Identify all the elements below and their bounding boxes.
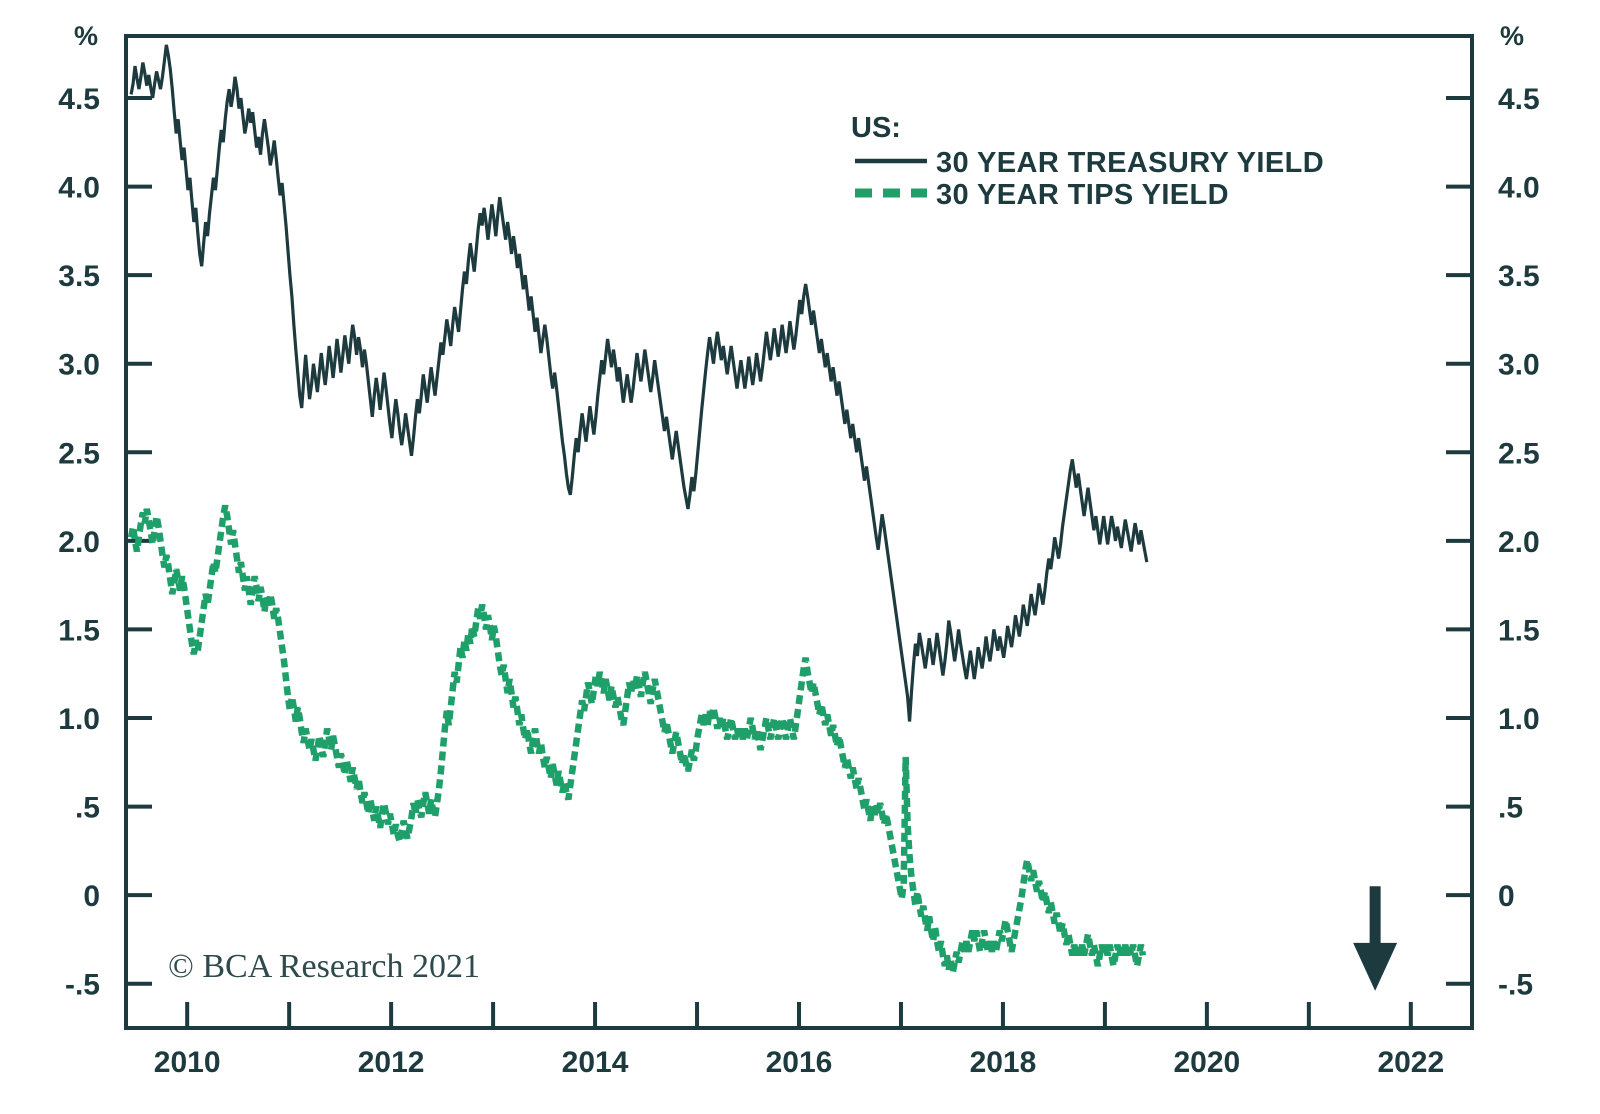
y-axis-unit-right: % [1500,21,1524,51]
y-tick-label-right-1: 4.0 [1498,172,1540,205]
y-tick-label-right-7: 1.0 [1498,703,1540,736]
y-tick-label-right-9: 0 [1498,880,1515,913]
y-tick-label-right-8: .5 [1498,792,1523,825]
footer-layer: © BCA Research 2021 [168,948,480,985]
y-axis-unit-left: % [74,21,98,51]
y-tick-label-right-3: 3.0 [1498,349,1540,382]
y-tick-label-right-4: 2.5 [1498,437,1540,470]
series-line-0 [129,44,1149,722]
plot-frame [124,34,1474,1030]
y-tick-label-left-9: 0 [83,880,100,913]
y-tick-label-left-4: 2.5 [58,437,100,470]
x-tick-label-8: 2018 [970,1046,1037,1079]
y-tick-label-left-7: 1.0 [58,703,100,736]
down-arrow-annotation [1353,886,1398,991]
x-tick-label-12: 2022 [1377,1046,1444,1079]
y-tick-label-left-3: 3.0 [58,349,100,382]
y-tick-label-right-2: 3.5 [1498,260,1540,293]
x-tick-label-6: 2016 [766,1046,833,1079]
y-tick-label-right-10: -.5 [1498,969,1533,1002]
x-tick-label-2: 2012 [358,1046,425,1079]
y-tick-label-left-0: 4.5 [58,83,100,116]
x-tick-label-10: 2020 [1174,1046,1241,1079]
y-tick-label-left-1: 4.0 [58,172,100,205]
y-tick-label-left-5: 2.0 [58,526,100,559]
copyright-text: © BCA Research 2021 [168,948,480,985]
x-tick-label-0: 2010 [154,1046,221,1079]
y-tick-label-right-0: 4.5 [1498,83,1540,116]
series-line-1 [127,504,1147,974]
series-layer [127,44,1149,974]
arrow-head [1353,942,1398,991]
legend-label-1: 30 YEAR TIPS YIELD [936,179,1229,211]
y-tick-label-left-8: .5 [75,792,100,825]
y-tick-label-right-6: 1.5 [1498,614,1540,647]
axis-layer: % % 4.5 4.5 4.0 4.0 3.5 3.5 3.0 3.0 2.5 2.5 2.0 2.0 1.… [58,21,1539,1079]
x-tick-label-4: 2014 [562,1046,629,1079]
y-tick-label-left-10: -.5 [65,969,100,1002]
y-tick-label-right-5: 2.0 [1498,526,1540,559]
y-tick-label-left-2: 3.5 [58,260,100,293]
legend-label-0: 30 YEAR TREASURY YIELD [936,147,1324,179]
legend-title: US: [851,112,901,144]
y-tick-label-left-6: 1.5 [58,614,100,647]
annotation-layer [1353,886,1398,991]
